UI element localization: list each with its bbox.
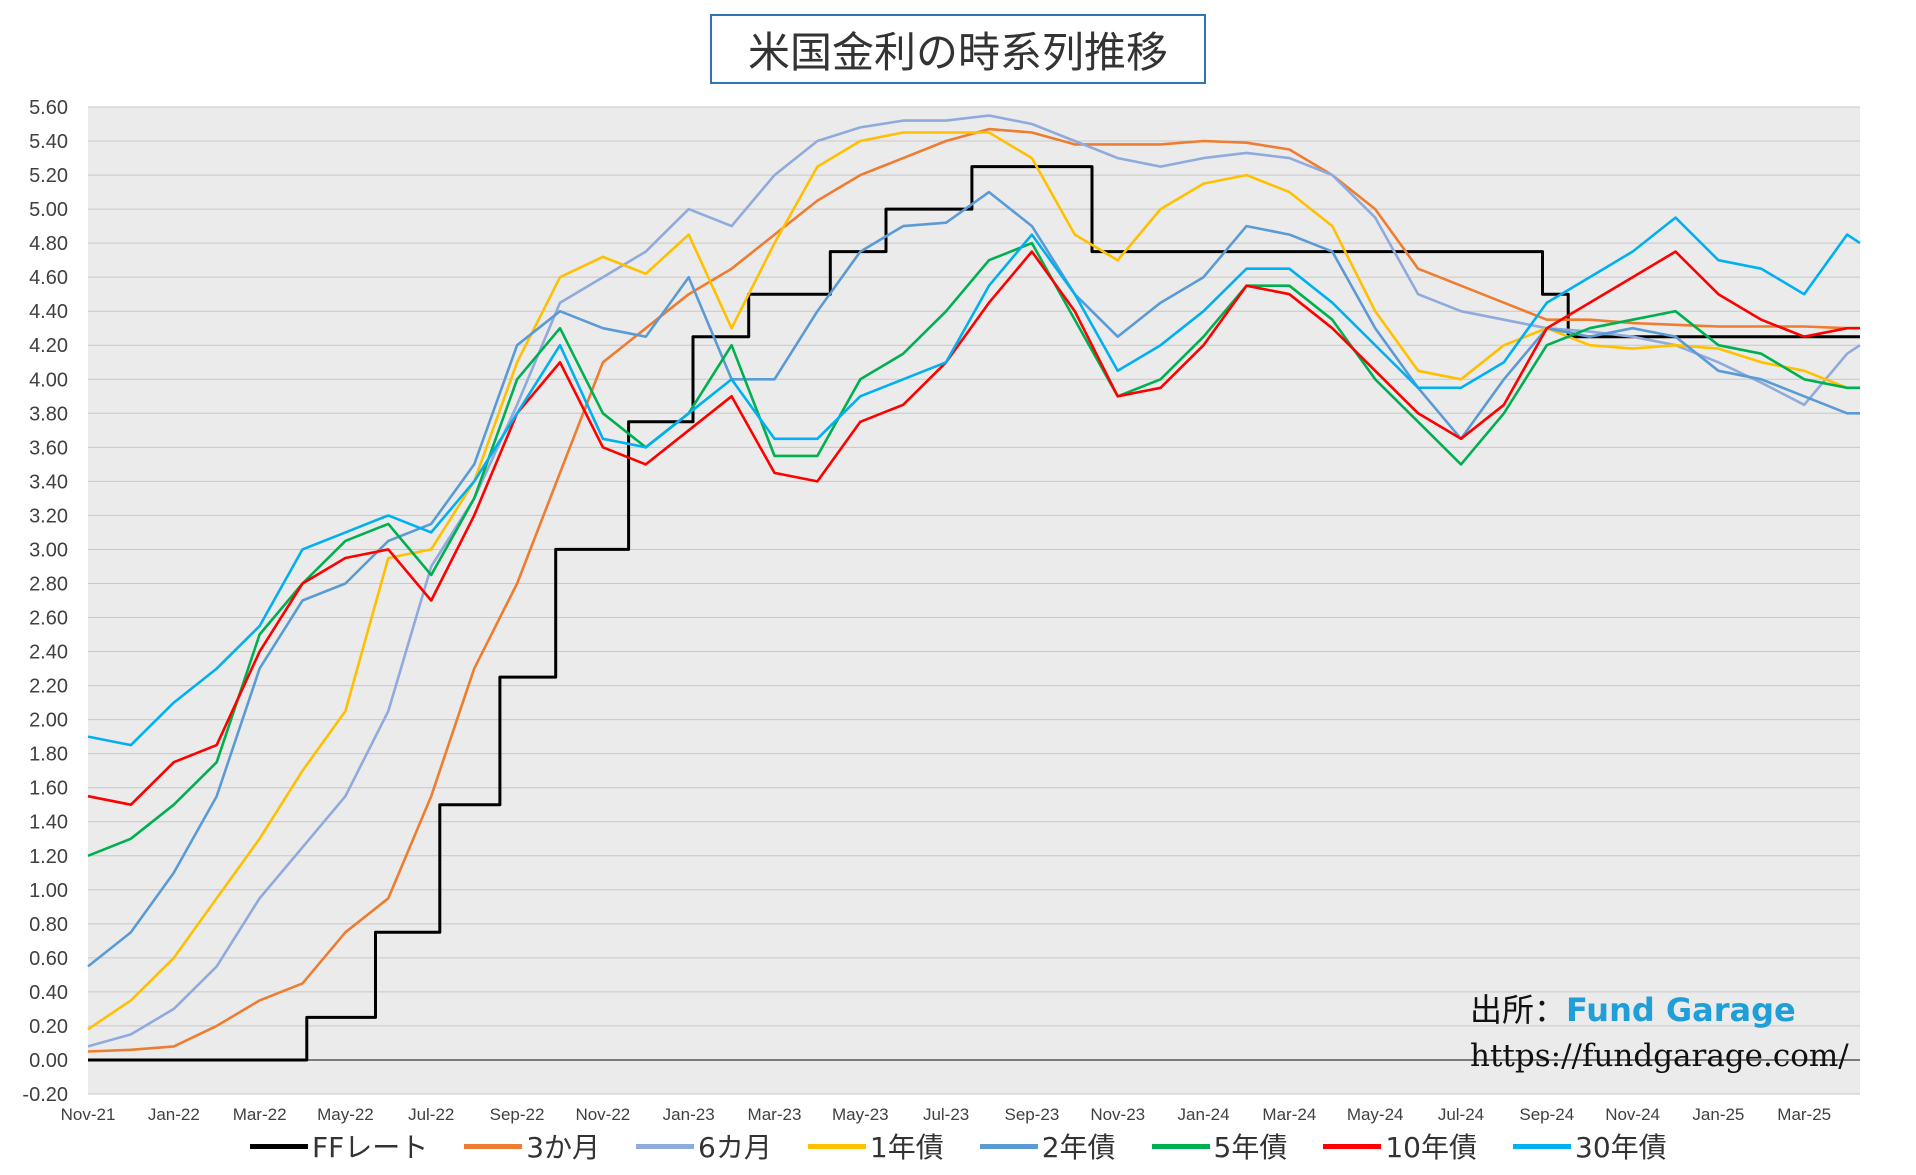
y-axis-labels: 5.60 5.40 5.20 5.00 4.80 4.60 4.40 4.20 4.00 3.80… <box>22 97 68 1106</box>
x-tick-label: Nov-21 <box>61 1105 116 1124</box>
y-tick-label: 3.40 <box>29 471 68 493</box>
y-tick-label: 2.40 <box>29 642 68 664</box>
x-tick-label: Jan-25 <box>1692 1105 1744 1124</box>
source-label: 出所： <box>1470 991 1567 1029</box>
legend-swatch <box>250 1143 308 1149</box>
y-tick-label: 5.00 <box>29 199 68 221</box>
legend-item: 1年債 <box>807 1126 944 1166</box>
x-tick-label: Sep-24 <box>1519 1105 1574 1124</box>
y-tick-label: 3.20 <box>29 505 68 527</box>
series-line-3 <box>87 131 1860 1031</box>
x-tick-label: Sep-23 <box>1005 1105 1060 1124</box>
x-tick-label: May-24 <box>1347 1105 1404 1124</box>
y-tick-label: 1.20 <box>29 846 68 868</box>
y-tick-label: 1.00 <box>29 880 68 902</box>
chart-legend: FFレート 3か月 6カ月 1年債 2年債 5年債 10年債 30年債 <box>250 1126 1667 1166</box>
y-tick-label: 1.40 <box>29 812 68 834</box>
y-tick-label: 2.20 <box>29 676 68 698</box>
y-tick-label: 0.40 <box>29 982 68 1004</box>
x-tick-label: Jul-23 <box>923 1105 969 1124</box>
x-tick-label: Mar-25 <box>1777 1105 1831 1124</box>
x-tick-label: Jan-24 <box>1178 1105 1230 1124</box>
y-tick-label: 3.80 <box>29 403 68 425</box>
legend-swatch <box>464 1143 523 1149</box>
series-line-2 <box>87 114 1861 1048</box>
legend-item: 2年債 <box>979 1126 1116 1166</box>
y-tick-label: 1.60 <box>29 778 68 800</box>
legend-label: 6カ月 <box>698 1131 772 1164</box>
legend-swatch <box>1323 1143 1382 1149</box>
legend-label: 3か月 <box>526 1131 601 1164</box>
x-tick-label: Nov-23 <box>1090 1105 1145 1124</box>
legend-item: FFレート <box>250 1126 428 1166</box>
y-tick-label: 2.60 <box>29 608 68 630</box>
legend-label: 5年債 <box>1213 1131 1288 1164</box>
gridlines <box>88 106 1860 1095</box>
x-tick-label: Jul-22 <box>408 1105 454 1124</box>
x-tick-label: Mar-22 <box>233 1105 287 1124</box>
x-tick-label: Jan-22 <box>148 1105 200 1124</box>
x-tick-label: May-22 <box>317 1105 374 1124</box>
x-tick-label: Mar-23 <box>748 1105 802 1124</box>
y-tick-label: 0.20 <box>29 1016 68 1038</box>
y-tick-label: 4.40 <box>29 301 68 323</box>
x-tick-label: Jan-23 <box>663 1105 715 1124</box>
x-tick-label: Nov-22 <box>575 1105 630 1124</box>
series-line-5 <box>87 241 1860 858</box>
legend-swatch <box>1151 1143 1210 1149</box>
legend-label: 30年債 <box>1575 1131 1667 1164</box>
x-tick-label: Jul-24 <box>1438 1105 1484 1124</box>
y-tick-label: 4.60 <box>29 267 68 289</box>
legend-item: 6カ月 <box>636 1126 772 1166</box>
legend-label: 2年債 <box>1041 1131 1116 1164</box>
source-name: Fund Garage <box>1566 991 1796 1029</box>
legend-swatch <box>1513 1143 1571 1149</box>
legend-label: 10年債 <box>1385 1131 1477 1164</box>
y-tick-label: 0.00 <box>29 1050 68 1072</box>
y-tick-label: 0.60 <box>29 948 68 970</box>
legend-item: 30年債 <box>1513 1126 1667 1166</box>
y-tick-label: 4.80 <box>29 233 68 255</box>
y-tick-label: 4.20 <box>29 335 68 357</box>
x-tick-label: May-23 <box>832 1105 889 1124</box>
series-line-6 <box>87 250 1860 807</box>
x-axis-labels: Nov-21 Jan-22 Mar-22 May-22 Jul-22 Sep-22 Nov-… <box>61 1105 1832 1124</box>
y-tick-label: 5.20 <box>29 165 68 187</box>
y-tick-label: 0.80 <box>29 914 68 936</box>
y-tick-label: 5.60 <box>29 97 68 119</box>
x-tick-label: Mar-24 <box>1262 1105 1316 1124</box>
legend-label: FFレート <box>312 1131 429 1164</box>
y-tick-label: 2.00 <box>29 710 68 732</box>
legend-label: 1年債 <box>869 1131 944 1164</box>
y-tick-label: 4.00 <box>29 369 68 391</box>
series-lines <box>87 114 1861 1062</box>
legend-item: 5年債 <box>1151 1126 1288 1166</box>
legend-swatch <box>636 1143 695 1149</box>
chart-title: 米国金利の時系列推移 <box>710 14 1206 84</box>
y-tick-label: 3.60 <box>29 437 68 459</box>
series-line-7 <box>87 216 1861 747</box>
y-tick-label: -0.20 <box>22 1084 68 1106</box>
legend-item: 3か月 <box>464 1126 600 1166</box>
legend-swatch <box>979 1143 1038 1149</box>
plot-area <box>88 107 1860 1094</box>
source-url: https://fundgarage.com/ <box>1470 1038 1849 1074</box>
x-tick-label: Sep-22 <box>490 1105 545 1124</box>
y-tick-label: 5.40 <box>29 131 68 153</box>
legend-item: 10年債 <box>1323 1126 1477 1166</box>
series-line-1 <box>87 127 1860 1053</box>
series-line-4 <box>87 190 1860 968</box>
y-tick-label: 1.80 <box>29 744 68 766</box>
y-tick-label: 3.00 <box>29 539 68 561</box>
source-credit: 出所：Fund Garage <box>1470 985 1796 1031</box>
legend-swatch <box>807 1143 866 1149</box>
y-tick-label: 2.80 <box>29 573 68 595</box>
x-tick-label: Nov-24 <box>1605 1105 1660 1124</box>
